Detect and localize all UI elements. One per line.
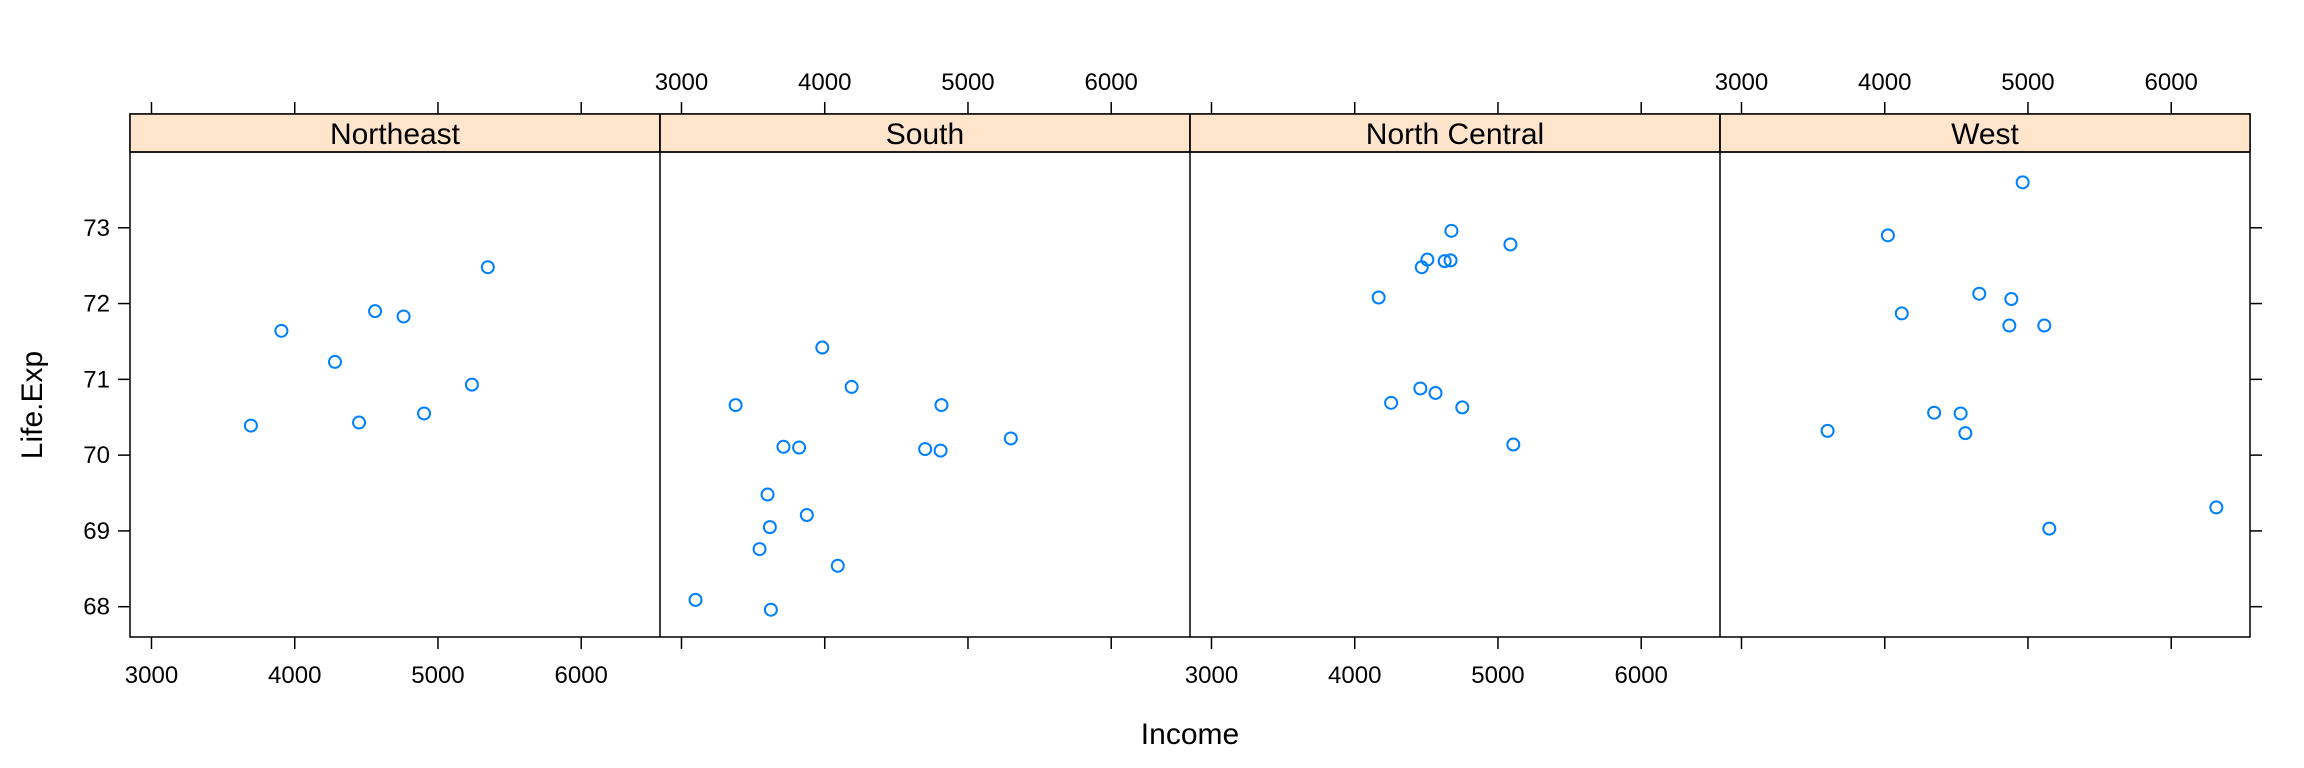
data-point bbox=[2015, 175, 2030, 190]
data-point bbox=[1437, 254, 1452, 269]
data-point bbox=[1384, 395, 1399, 410]
data-point bbox=[274, 323, 289, 338]
x-tick-label-top: 3000 bbox=[655, 69, 708, 96]
y-tick-label: 70 bbox=[83, 442, 110, 469]
data-point bbox=[1972, 286, 1987, 301]
strip-4 bbox=[1719, 113, 2251, 153]
x-tick-label-bottom: 3000 bbox=[1185, 662, 1238, 689]
strip-label-1: Northeast bbox=[330, 118, 461, 151]
data-point bbox=[763, 602, 778, 617]
x-tick-label-bottom: 5000 bbox=[411, 662, 464, 689]
y-tick-label: 72 bbox=[83, 291, 110, 318]
data-point bbox=[1820, 423, 1835, 438]
data-point bbox=[752, 542, 767, 557]
data-point bbox=[1506, 437, 1521, 452]
x-tick-label-bottom: 6000 bbox=[555, 662, 608, 689]
data-point bbox=[1443, 253, 1458, 268]
data-point bbox=[396, 309, 411, 324]
data-point bbox=[728, 398, 743, 413]
panels-group: Northeast 3000 4000 5000 6000 South 3000 4000 50… bbox=[83, 69, 2262, 689]
data-point bbox=[844, 379, 859, 394]
data-point bbox=[368, 304, 383, 319]
data-point bbox=[480, 260, 495, 275]
data-point bbox=[815, 340, 830, 355]
data-point bbox=[918, 442, 933, 457]
data-point bbox=[352, 415, 367, 430]
x-tick-label-top: 5000 bbox=[941, 69, 994, 96]
data-point bbox=[933, 443, 948, 458]
data-point bbox=[2002, 318, 2017, 333]
data-point bbox=[2042, 521, 2057, 536]
data-point bbox=[1371, 290, 1386, 305]
data-point bbox=[1503, 237, 1518, 252]
data-point bbox=[1927, 405, 1942, 420]
strip-label-3: North Central bbox=[1366, 118, 1544, 151]
x-tick-label-bottom: 5000 bbox=[1471, 662, 1524, 689]
data-point bbox=[1958, 426, 1973, 441]
data-point bbox=[1420, 252, 1435, 267]
data-point bbox=[243, 418, 258, 433]
x-tick-label-top: 5000 bbox=[2001, 69, 2054, 96]
data-point bbox=[417, 406, 432, 421]
y-tick-label: 69 bbox=[83, 518, 110, 545]
data-point bbox=[1880, 228, 1895, 243]
strip-label-2: South bbox=[886, 118, 964, 151]
data-point bbox=[1444, 223, 1459, 238]
x-tick-label-bottom: 4000 bbox=[268, 662, 321, 689]
data-point bbox=[1413, 381, 1428, 396]
data-point bbox=[799, 507, 814, 522]
data-point bbox=[1953, 406, 1968, 421]
x-tick-label-bottom: 3000 bbox=[125, 662, 178, 689]
data-point bbox=[688, 592, 703, 607]
data-point bbox=[464, 377, 479, 392]
strip-label-4: West bbox=[1951, 118, 2019, 151]
x-tick-label-top: 6000 bbox=[2145, 69, 2198, 96]
y-tick-label: 68 bbox=[83, 594, 110, 621]
data-point bbox=[2037, 318, 2052, 333]
y-tick-label: 71 bbox=[83, 366, 110, 393]
data-point bbox=[760, 487, 775, 502]
data-point bbox=[792, 440, 807, 455]
data-point bbox=[830, 558, 845, 573]
data-point bbox=[1428, 385, 1443, 400]
x-tick-label-bottom: 4000 bbox=[1328, 662, 1381, 689]
x-tick-label-top: 3000 bbox=[1715, 69, 1768, 96]
data-point bbox=[327, 354, 342, 369]
data-point bbox=[2209, 500, 2224, 515]
y-tick-label: 73 bbox=[83, 215, 110, 242]
x-tick-label-top: 6000 bbox=[1085, 69, 1138, 96]
x-tick-label-bottom: 6000 bbox=[1615, 662, 1668, 689]
data-point bbox=[2004, 292, 2019, 307]
data-point bbox=[1894, 306, 1909, 321]
x-axis-title: Income bbox=[1141, 718, 1239, 751]
data-point bbox=[1455, 400, 1470, 415]
data-point bbox=[776, 439, 791, 454]
x-tick-label-top: 4000 bbox=[1858, 69, 1911, 96]
y-axis-title: Life.Exp bbox=[16, 351, 49, 459]
data-point bbox=[934, 398, 949, 413]
data-point bbox=[1003, 431, 1018, 446]
x-tick-label-top: 4000 bbox=[798, 69, 851, 96]
data-point bbox=[762, 520, 777, 535]
